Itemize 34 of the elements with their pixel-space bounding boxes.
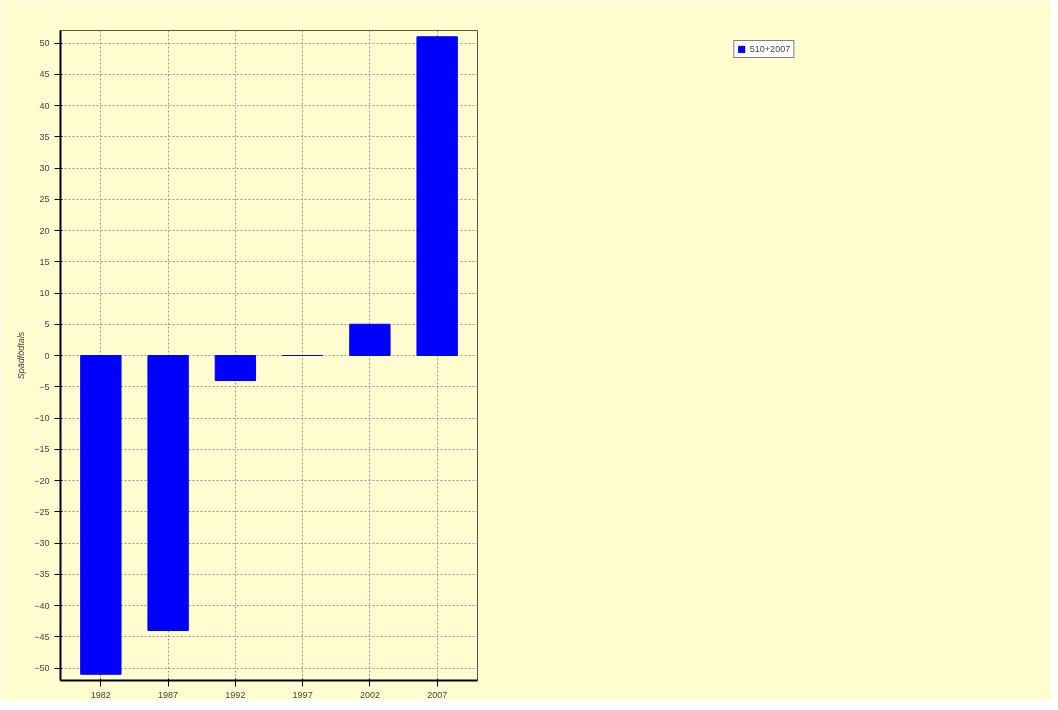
bar — [80, 355, 122, 675]
x-tick-label: 2002 — [359, 689, 380, 700]
x-tick-label: 1982 — [90, 689, 111, 700]
x-tick-label: 1992 — [225, 689, 246, 700]
y-tick-label: 5 — [44, 319, 50, 330]
y-tick-label: −15 — [34, 444, 50, 455]
y-tick-label: 15 — [39, 256, 50, 267]
y-tick-label: 30 — [39, 163, 50, 173]
x-tick-label: 1987 — [158, 689, 179, 700]
y-tick-label: −20 — [34, 475, 50, 486]
y-tick-label: −50 — [34, 663, 50, 673]
x-tick-label: 1997 — [292, 689, 313, 700]
y-tick-label: −25 — [34, 506, 50, 517]
bar — [147, 355, 189, 631]
y-tick-label: 50 — [39, 38, 50, 48]
legend-label: 510+2007 — [749, 44, 791, 54]
y-tick-label: −10 — [34, 413, 50, 423]
x-tick-label: 2007 — [427, 689, 448, 700]
bar — [349, 323, 391, 356]
y-tick-label: 25 — [39, 194, 50, 205]
y-tick-label: 10 — [39, 288, 50, 298]
bar — [416, 36, 458, 356]
y-tick-label: −45 — [34, 631, 50, 642]
y-tick-label: 40 — [39, 100, 50, 111]
y-tick-label: −30 — [34, 538, 50, 548]
y-tick-label: 35 — [39, 131, 50, 142]
y-tick-label: −5 — [39, 381, 50, 392]
y-tick-label: 0 — [44, 350, 50, 361]
y-axis-title: Spädfödtals — [16, 331, 27, 380]
bar — [214, 355, 257, 381]
y-tick-label: 20 — [39, 225, 50, 236]
y-tick-label: −40 — [34, 600, 50, 611]
y-tick-label: −35 — [34, 569, 50, 580]
y-tick-label: 45 — [39, 69, 50, 80]
